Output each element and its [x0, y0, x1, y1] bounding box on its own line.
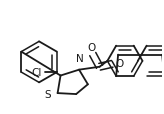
- Text: S: S: [45, 89, 51, 99]
- Text: N: N: [76, 53, 84, 63]
- Text: O: O: [88, 43, 96, 53]
- Text: O: O: [115, 58, 123, 68]
- Text: Cl: Cl: [32, 67, 42, 77]
